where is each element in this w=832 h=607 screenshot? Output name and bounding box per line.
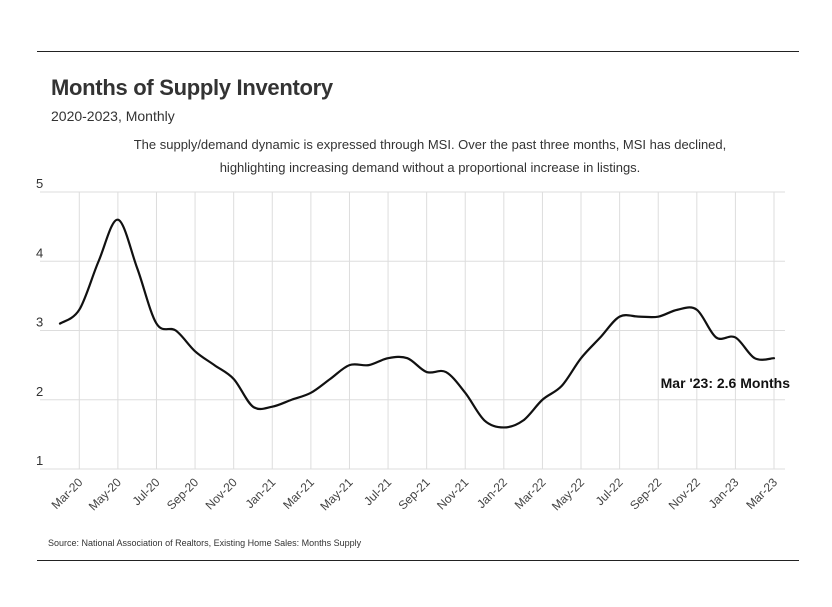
x-tick-label: Nov-20 — [203, 475, 240, 512]
chart-description: The supply/demand dynamic is expressed t… — [133, 137, 727, 175]
x-tick-label: Jan-23 — [706, 475, 742, 511]
y-tick-label: 5 — [36, 176, 43, 191]
bottom-rule — [37, 560, 799, 561]
x-axis-labels: Mar-20 May-20 Jul-20 Sep-20 Nov-20 Jan-21 Mar-… — [49, 475, 781, 513]
x-tick-label: Mar-22 — [512, 475, 549, 512]
x-tick-label: Jul-21 — [361, 475, 394, 508]
x-tick-label: Sep-21 — [396, 475, 433, 512]
source-note: Source: National Association of Realtors… — [48, 538, 362, 548]
grid-layer — [40, 191, 785, 470]
x-tick-label: Jul-20 — [130, 475, 163, 508]
y-tick-label: 3 — [36, 315, 43, 330]
y-tick-label: 1 — [36, 453, 43, 468]
series-layer — [58, 218, 776, 429]
x-tick-label: May-21 — [317, 475, 355, 513]
top-rule — [37, 51, 799, 52]
x-tick-label: Mar-23 — [743, 475, 780, 512]
x-tick-label: Jan-22 — [474, 475, 510, 511]
x-tick-label: Mar-21 — [280, 475, 317, 512]
annotation-layer: Mar '23: 2.6 Months — [661, 375, 791, 391]
x-tick-label: Sep-22 — [627, 475, 664, 512]
annotation-label: Mar '23: 2.6 Months — [661, 375, 791, 391]
y-tick-label: 2 — [36, 384, 43, 399]
x-tick-label: Jul-22 — [593, 475, 626, 508]
x-tick-label: Sep-20 — [164, 475, 201, 512]
y-axis-labels: 1 2 3 4 5 — [36, 176, 43, 468]
x-tick-label: May-20 — [86, 475, 124, 513]
x-tick-label: May-22 — [549, 475, 587, 513]
x-tick-label: Nov-22 — [666, 475, 703, 512]
series-line — [58, 218, 776, 429]
x-tick-label: Jan-21 — [243, 475, 279, 511]
y-tick-label: 4 — [36, 245, 43, 260]
x-tick-label: Nov-21 — [434, 475, 471, 512]
chart-title: Months of Supply Inventory — [51, 75, 333, 100]
x-tick-label: Mar-20 — [49, 475, 86, 512]
chart-subtitle: 2020-2023, Monthly — [51, 108, 175, 124]
